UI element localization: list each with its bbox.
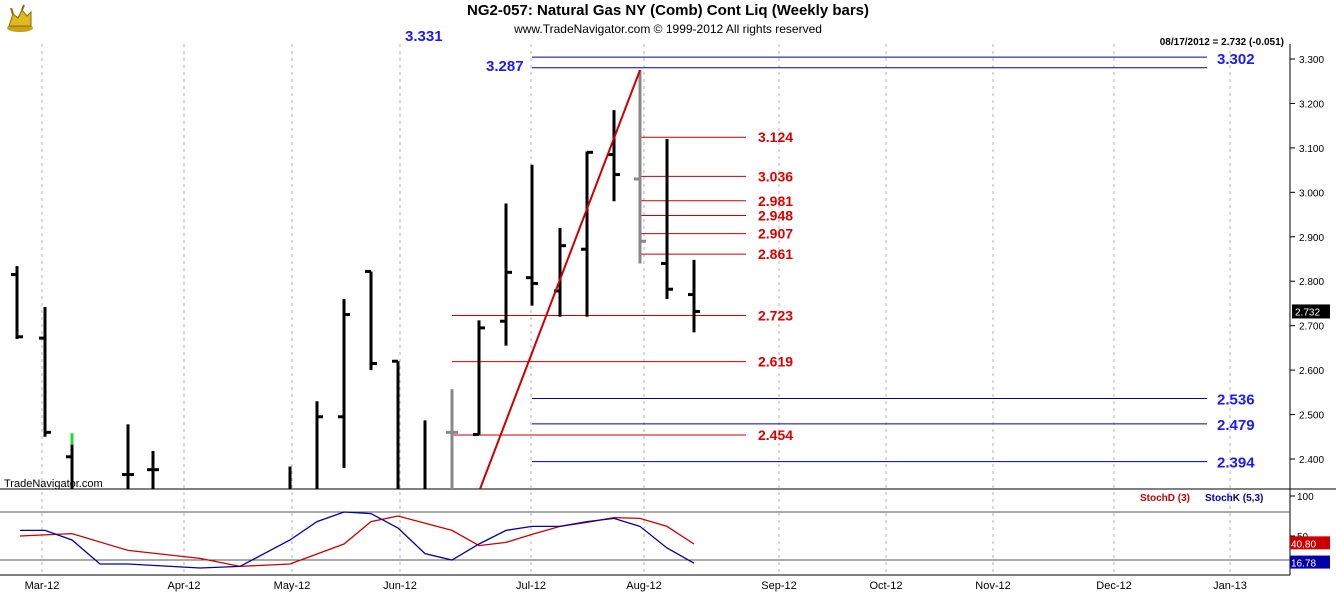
x-tick-label: Oct-12	[869, 580, 902, 592]
ohlc-bar	[365, 269, 377, 371]
y-tick-label: 2.500	[1299, 411, 1324, 422]
ohlc-bar	[526, 164, 538, 306]
stoch-last-box	[1290, 536, 1330, 550]
last-price-info: 08/17/2012 = 2.732 (-0.051)	[1159, 37, 1284, 48]
x-tick-label: Dec-12	[1096, 580, 1131, 592]
watermark: TradeNavigator.com	[4, 478, 103, 490]
x-tick-label: May-12	[274, 580, 311, 592]
stoch-last-box	[1290, 555, 1330, 569]
ohlc-bar	[392, 359, 400, 489]
y-tick-label: 3.100	[1299, 144, 1324, 155]
ohlc-bar	[446, 389, 458, 489]
ohlc-bar	[11, 266, 23, 339]
last-price-label: 2.732	[1295, 307, 1320, 318]
red-level-label: 2.981	[758, 193, 793, 209]
blue-level-label: 2.394	[1217, 455, 1255, 472]
red-level-label: 3.036	[758, 168, 793, 184]
y-tick-label: 2.900	[1299, 233, 1324, 244]
x-tick-label: Nov-12	[975, 580, 1010, 592]
last-price-box	[1292, 304, 1330, 319]
ohlc-bar	[634, 70, 646, 264]
trendline-red	[479, 69, 641, 490]
ohlc-bar	[473, 320, 485, 437]
ohlc-bar	[500, 203, 512, 346]
ohlc-bar	[581, 150, 593, 317]
stoch-last-label: 40.80	[1291, 539, 1316, 550]
y-tick-label: 2.700	[1299, 322, 1324, 333]
time-axis: Mar-12 Apr-12 May-12 Jun-12 Jul-12 Aug-12 Sep-…	[25, 580, 1247, 592]
y-tick-label: 2.800	[1299, 277, 1324, 288]
red-level-label: 2.454	[758, 427, 793, 443]
y-tick-label: 3.000	[1299, 188, 1324, 199]
chart-title: NG2-057: Natural Gas NY (Comb) Cont Liq …	[466, 2, 870, 19]
stoch-legend-label: StochK (5,3)	[1205, 493, 1263, 504]
ohlc-bar	[608, 110, 620, 202]
red-level-label: 2.948	[758, 207, 793, 223]
pane-frame	[0, 44, 1336, 576]
x-tick-label: Aug-12	[626, 580, 661, 592]
y-tick-label: 2.600	[1299, 366, 1324, 377]
copyright-notice: www.TradeNavigator.com © 1999-2012 All r…	[514, 22, 822, 36]
x-tick-label: Jul-12	[516, 580, 546, 592]
red-level-label: 2.907	[758, 226, 793, 242]
blue-level-label: 3.302	[1217, 51, 1255, 68]
fib-levels: 3.302 2.536 2.479 2.394 3.287 3.124 3.036 2.981…	[452, 51, 1255, 472]
red-level-label: 2.723	[758, 307, 793, 323]
stoch-line	[20, 511, 695, 569]
high-label: 3.287	[486, 58, 524, 75]
grid-lines	[41, 44, 1231, 575]
x-tick-label: Sep-12	[761, 580, 796, 592]
ohlc-bar	[661, 139, 673, 299]
ohlc-bar	[338, 299, 350, 468]
red-level-label: 2.861	[758, 246, 793, 262]
x-tick-label: Jan-13	[1213, 580, 1247, 592]
y-tick-label: 3.200	[1299, 99, 1324, 110]
price-bars	[11, 70, 700, 489]
x-tick-label: Mar-12	[25, 580, 60, 592]
red-level-label: 2.619	[758, 354, 793, 370]
ohlc-bar	[66, 433, 74, 489]
ohlc-bar	[147, 451, 159, 489]
x-tick-label: Apr-12	[167, 580, 200, 592]
blue-level-label: 2.536	[1217, 392, 1255, 409]
x-tick-label: Jun-12	[383, 580, 417, 592]
trendline	[479, 69, 641, 490]
blue-level-label: 2.479	[1217, 417, 1255, 434]
partial-top-label: 3.331	[405, 28, 443, 45]
price-axis: 3.300 3.200 3.100 3.000 2.900 2.800 2.700 2.600…	[1290, 55, 1330, 466]
ohlc-bar	[554, 227, 566, 317]
ohlc-bar	[688, 259, 700, 333]
y-tick-label: 2.400	[1299, 455, 1324, 466]
y-tick-label: 3.300	[1299, 55, 1324, 66]
stoch-y-label: 100	[1297, 492, 1314, 503]
ohlc-bar	[315, 401, 323, 489]
stoch-line	[19, 515, 695, 568]
stoch-legend-label: StochD (3)	[1140, 493, 1190, 504]
bull-bear-logo-icon	[4, 2, 36, 39]
stoch-last-label: 16.78	[1291, 559, 1316, 570]
red-level-label: 3.124	[758, 129, 793, 145]
ohlc-bar	[122, 424, 134, 489]
ohlc-bar	[39, 307, 51, 437]
